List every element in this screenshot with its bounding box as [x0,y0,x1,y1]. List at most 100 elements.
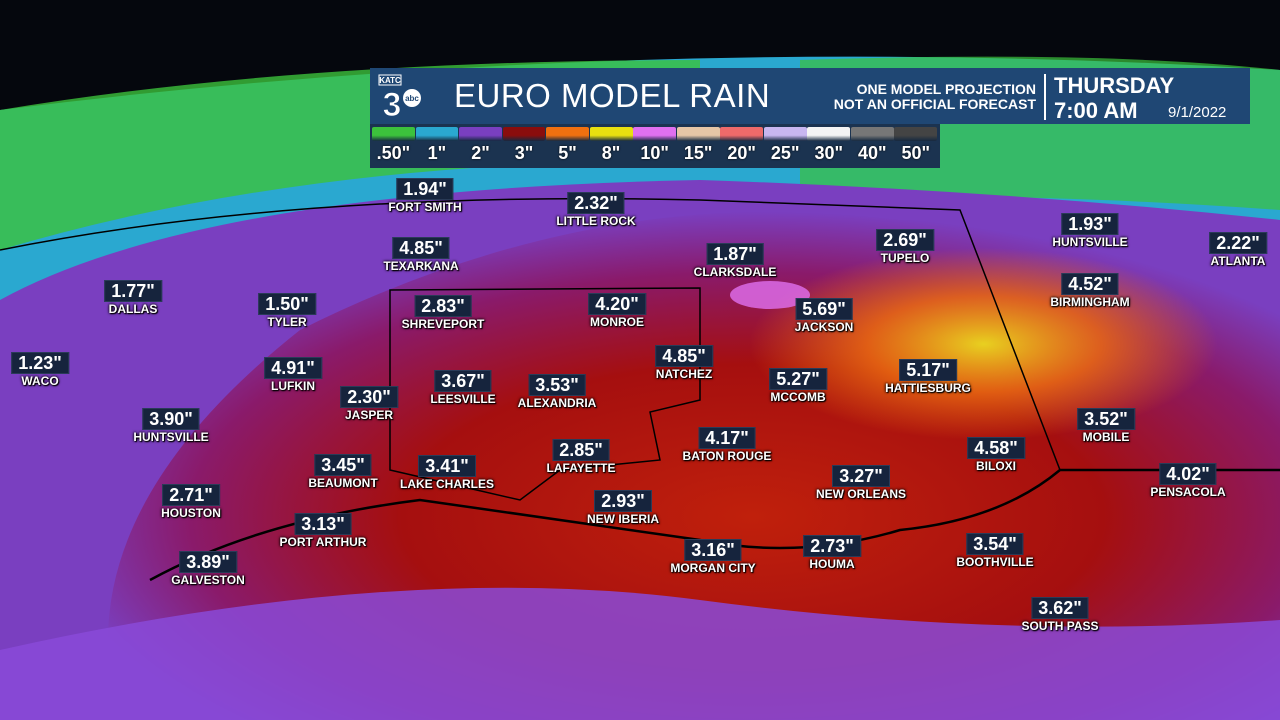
rain-total: 3.41" [418,455,476,477]
legend-label: 10" [640,143,669,163]
rain-total: 4.20" [588,293,646,315]
rain-total: 1.77" [104,280,162,302]
city-label: 4.85" TEXARKANA [383,237,459,273]
rain-total: 5.17" [899,359,957,381]
rain-total: 2.71" [162,484,220,506]
forecast-day: THURSDAY [1054,73,1175,98]
city-name: BOOTHVILLE [956,555,1034,569]
legend-label: 1" [427,143,447,163]
city-name: NEW IBERIA [587,512,659,526]
legend-label: 30" [814,143,844,163]
city-name: SOUTH PASS [1021,619,1099,633]
city-label: 2.69" TUPELO [876,229,934,265]
legend-label: 50" [901,143,931,163]
city-label: 2.85" LAFAYETTE [546,439,616,475]
rain-total: 2.69" [876,229,934,251]
city-label: 4.17" BATON ROUGE [682,427,772,463]
station-logo: KATC 3 abc [378,74,436,125]
city-label: 3.13" PORT ARTHUR [280,513,366,549]
city-label: 1.94" FORT SMITH [388,178,462,214]
rain-total: 3.67" [434,370,492,392]
city-name: TYLER [267,315,307,329]
rain-total: 2.22" [1209,232,1267,254]
legend-swatch [763,127,807,141]
city-label: 1.50" TYLER [258,293,316,329]
city-label: 2.22" ATLANTA [1209,232,1267,268]
city-label: 5.27" MCCOMB [769,368,827,404]
rain-total: 2.85" [552,439,610,461]
legend-label: 20" [727,143,756,163]
city-name: ATLANTA [1210,254,1266,268]
legend-item: 8" [589,127,633,168]
city-label: 2.71" HOUSTON [161,484,221,520]
city-name: FORT SMITH [388,200,462,214]
city-label: 1.93" HUNTSVILLE [1052,213,1128,249]
city-name: JASPER [344,408,394,422]
city-label: 4.20" MONROE [588,293,646,329]
rain-total: 2.73" [803,535,861,557]
city-label: 3.52" MOBILE [1077,408,1135,444]
city-name: MONROE [589,315,644,329]
rain-total: 5.69" [795,298,853,320]
forecast-date: 9/1/2022 [1168,104,1227,121]
svg-text:3: 3 [383,86,402,118]
rain-total: 3.89" [179,551,237,573]
rain-total: 3.16" [684,539,742,561]
city-label: 3.16" MORGAN CITY [670,539,756,575]
legend-swatch [807,127,851,141]
city-name: LITTLE ROCK [556,214,636,228]
rain-total: 3.45" [314,454,372,476]
city-label: 5.69" JACKSON [795,298,853,334]
disclaimer-line-2: NOT AN OFFICIAL FORECAST [833,96,1036,112]
rain-total: 4.85" [392,237,450,259]
city-label: 3.41" LAKE CHARLES [400,455,494,491]
city-name: GALVESTON [171,573,245,587]
rain-legend: .50" 1" 2" 3" 5" 8" 10" 15" 20" 25" 30" 40" 50" [370,124,940,168]
legend-item: .50" [372,127,415,168]
city-name: HUNTSVILLE [1052,235,1128,249]
city-name: MOBILE [1082,430,1130,444]
rain-total: 1.93" [1061,213,1119,235]
city-label: 2.83" SHREVEPORT [401,295,485,331]
city-name: BATON ROUGE [682,449,772,463]
rain-total: 4.91" [264,357,322,379]
city-name: TUPELO [880,251,930,265]
forecast-time: 7:00 AM [1054,98,1138,123]
rain-total: 3.27" [832,465,890,487]
legend-swatch [372,127,415,141]
city-name: LAKE CHARLES [399,477,495,491]
legend-swatch [850,127,894,141]
city-name: HATTIESBURG [885,381,971,395]
legend-label: 15" [683,143,713,163]
legend-swatch [502,127,546,141]
divider [1044,74,1046,120]
city-name: LAFAYETTE [546,461,616,475]
city-label: 4.58" BILOXI [967,437,1025,473]
rain-total: 2.83" [414,295,472,317]
rain-total: 3.54" [966,533,1024,555]
city-name: BILOXI [975,459,1017,473]
rain-total: 1.23" [11,352,69,374]
city-name: BEAUMONT [308,476,378,490]
legend-swatch [459,127,502,141]
city-name: LEESVILLE [430,392,496,406]
city-label: 5.17" HATTIESBURG [885,359,971,395]
city-label: 3.90" HUNTSVILLE [133,408,209,444]
legend-item: 20" [720,127,764,168]
legend-label: .50" [376,143,411,163]
legend-swatch [720,127,764,141]
map-title: EURO MODEL RAIN [454,77,771,114]
city-label: 3.67" LEESVILLE [430,370,496,406]
city-name: NATCHEZ [655,367,713,381]
city-label: 4.52" BIRMINGHAM [1050,273,1130,309]
legend-swatch [415,127,459,141]
city-label: 1.87" CLARKSDALE [694,243,776,279]
city-name: WACO [21,374,59,388]
svg-text:abc: abc [405,94,419,103]
city-name: SHREVEPORT [401,317,485,331]
city-label: 3.53" ALEXANDRIA [518,374,596,410]
legend-item: 25" [763,127,807,168]
city-label: 2.32" LITTLE ROCK [556,192,636,228]
city-name: TEXARKANA [383,259,459,273]
